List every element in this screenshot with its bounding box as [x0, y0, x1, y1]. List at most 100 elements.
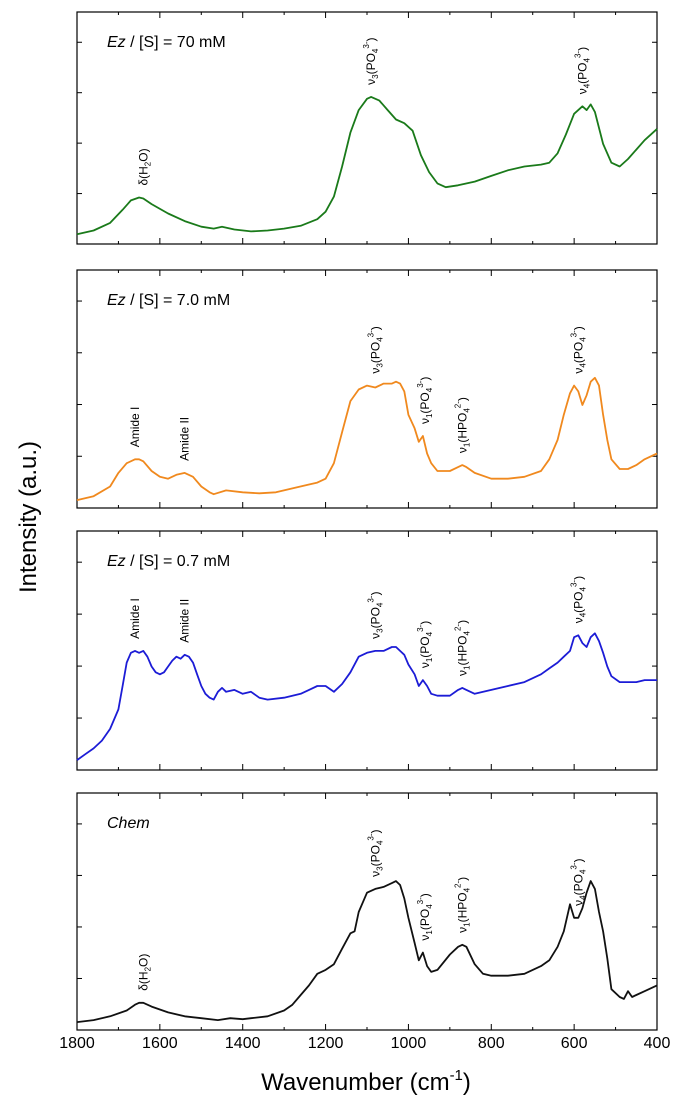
peak-annotation: ν4(PO43-) — [569, 576, 587, 623]
annotation-end: ) — [368, 592, 382, 596]
peak-annotation: ν3(PO43-) — [366, 326, 384, 373]
annotation-tail: (PO — [368, 342, 382, 363]
annotation-sup: 2- — [453, 401, 462, 408]
panel-label: Ez / [S] = 7.0 mM — [107, 292, 230, 309]
x-tick-label: 1400 — [225, 1035, 261, 1052]
annotation-sup: 2- — [453, 624, 462, 631]
panel-label-rest: / [S] = 7.0 mM — [126, 292, 230, 309]
panel-2: Ez / [S] = 7.0 mM Amide I Amide II ν3(PO43-… — [76, 269, 658, 509]
annotation-base: ν — [368, 368, 382, 374]
panel-4: Chemδ(H2O)ν3(PO43-)ν1(PO43-)ν1(HPO42-)ν4… — [76, 792, 658, 1031]
annotation-base: ν — [418, 935, 432, 941]
annotation-sub: 2 — [143, 161, 152, 166]
annotation-sub2: 4 — [582, 57, 591, 62]
annotation-tail: O) — [136, 954, 150, 967]
peak-annotation: ν3(PO43-) — [362, 38, 380, 85]
x-tick-label: 400 — [644, 1035, 671, 1052]
annotation-base: ν — [418, 662, 432, 668]
annotation-sub: 1 — [425, 413, 434, 418]
x-tick-label: 1600 — [142, 1035, 178, 1052]
annotation-end: ) — [368, 326, 382, 330]
peak-annotation: ν1(HPO42-) — [453, 877, 471, 933]
annotation-sub: 1 — [462, 442, 471, 447]
annotation-tail: (PO — [418, 392, 432, 413]
annotation-sup: 3- — [416, 380, 425, 387]
peak-annotation: ν3(PO43-) — [366, 592, 384, 639]
annotation-tail: (PO — [368, 845, 382, 866]
series-line — [76, 376, 658, 501]
annotation-base: ν — [455, 447, 469, 453]
annotation-sub: 3 — [375, 628, 384, 633]
annotation-sup: 3- — [569, 330, 578, 337]
x-tick-label: 600 — [561, 1035, 588, 1052]
panel-label-rest: / [S] = 0.7 mM — [126, 553, 230, 570]
x-axis-title-main: Wavenumber (cm — [261, 1069, 449, 1096]
peak-annotation: ν3(PO43-) — [366, 829, 384, 876]
peak-annotation: ν4(PO43-) — [569, 858, 587, 905]
series-line — [76, 96, 658, 236]
annotation-sup: 3- — [366, 833, 375, 840]
annotation-tail: (PO — [418, 636, 432, 657]
annotation-end: ) — [571, 858, 585, 862]
annotation-base: ν — [418, 418, 432, 424]
panel-label-rest: / [S] = 70 mM — [126, 34, 226, 51]
annotation-sup: 3- — [573, 51, 582, 58]
panel-label: Ez / [S] = 70 mM — [107, 34, 226, 51]
peak-annotation: ν1(PO43-) — [416, 377, 434, 424]
annotation-sub: 4 — [578, 895, 587, 900]
annotation-sub2: 4 — [462, 630, 471, 635]
annotation-sub2: 4 — [425, 904, 434, 909]
panel-label: Ez / [S] = 0.7 mM — [107, 553, 230, 570]
annotation-sub: 3 — [375, 866, 384, 871]
peak-annotation: ν4(PO43-) — [573, 47, 591, 94]
peak-annotation: ν4(PO43-) — [569, 326, 587, 373]
annotation-base: δ(H — [136, 971, 150, 990]
annotation-sup: 3- — [416, 624, 425, 631]
peak-annotation: ν1(HPO42-) — [453, 620, 471, 676]
annotation-end: ) — [368, 829, 382, 833]
annotation-sup: 3- — [416, 897, 425, 904]
annotation-sub2: 4 — [425, 631, 434, 636]
peak-annotation: Amide I — [128, 407, 142, 448]
annotation-sub: 1 — [462, 922, 471, 927]
annotation-base: δ(H — [136, 166, 150, 185]
annotation-base: ν — [368, 633, 382, 639]
annotation-sub: 1 — [425, 657, 434, 662]
peak-annotation: δ(H2O) — [136, 148, 152, 185]
annotation-end: ) — [455, 877, 469, 881]
annotation-tail: O) — [136, 148, 150, 161]
annotation-end: ) — [455, 397, 469, 401]
annotation-end: ) — [571, 326, 585, 330]
annotation-sup: 3- — [366, 595, 375, 602]
panel-label-italic: Ez — [107, 553, 126, 570]
annotation-base: ν — [571, 617, 585, 623]
annotation-sub: 1 — [462, 665, 471, 670]
annotation-base: ν — [575, 88, 589, 94]
annotation-sup: 2- — [453, 880, 462, 887]
peak-annotation: ν1(PO43-) — [416, 893, 434, 940]
x-axis-title-close: ) — [463, 1069, 471, 1096]
annotation-end: ) — [418, 377, 432, 381]
annotation-tail: (HPO — [455, 892, 469, 922]
annotation-sub2: 4 — [425, 387, 434, 392]
series-line — [76, 880, 658, 1023]
peak-annotation: Amide II — [178, 599, 192, 643]
x-tick-label: 1200 — [308, 1035, 344, 1052]
annotation-sup: 3- — [569, 862, 578, 869]
peak-annotation: ν1(PO43-) — [416, 621, 434, 668]
peak-annotation: Amide I — [128, 598, 142, 639]
annotation-base: ν — [368, 871, 382, 877]
annotation-sub2: 4 — [462, 408, 471, 413]
annotation-tail: (HPO — [455, 635, 469, 665]
peak-annotation: Amide II — [178, 417, 192, 461]
annotation-tail: (PO — [418, 909, 432, 930]
annotation-sub2: 4 — [578, 586, 587, 591]
panel-label-italic: Ez — [107, 34, 126, 51]
annotation-end: ) — [418, 893, 432, 897]
annotation-sup: 3- — [362, 41, 371, 48]
x-axis-title: Wavenumber (cm-1) — [261, 1067, 471, 1096]
panel-label: Chem — [107, 815, 150, 832]
panel-frame — [76, 792, 658, 1031]
